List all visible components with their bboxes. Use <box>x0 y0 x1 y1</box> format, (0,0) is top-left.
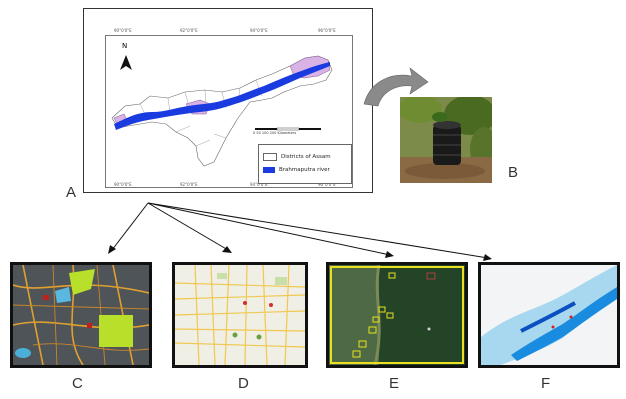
tick-top-2: 92°0'0"E <box>180 28 198 33</box>
arrows-a-to-panels <box>111 202 489 259</box>
label-e: E <box>389 375 400 392</box>
scale-label: 0 50 100 200 Kilometers <box>253 131 297 135</box>
panel-d <box>172 262 308 368</box>
label-d: D <box>238 375 249 392</box>
legend-swatch-river <box>263 167 275 173</box>
panel-e <box>326 262 468 368</box>
north-arrow-icon <box>120 55 132 70</box>
panel-e-map <box>329 265 465 365</box>
label-c: C <box>72 375 83 392</box>
panel-f <box>478 262 620 368</box>
legend-label-districts: Districts of Assam <box>281 154 331 160</box>
photo-b <box>400 97 492 183</box>
map-a-inner <box>105 35 353 188</box>
panel-f-map <box>481 265 617 365</box>
north-label: N <box>122 42 128 50</box>
arrowheads <box>108 245 492 261</box>
arrow-a-to-b <box>363 67 429 107</box>
map-legend: Districts of Assam Brahmaputra river <box>258 144 352 184</box>
panel-c-map <box>13 265 149 365</box>
legend-item-districts: Districts of Assam <box>263 153 331 161</box>
label-b: B <box>508 164 519 181</box>
photo-b-drawing <box>400 97 492 183</box>
tick-bottom-4: 96°0'0"E <box>318 182 336 187</box>
tick-bottom-2: 92°0'0"E <box>180 182 198 187</box>
tick-bottom-1: 90°0'0"E <box>114 182 132 187</box>
label-a: A <box>66 184 77 201</box>
brahmaputra-river <box>114 62 330 130</box>
legend-item-river: Brahmaputra river <box>263 167 330 173</box>
panel-d-map <box>175 265 305 365</box>
legend-swatch-districts <box>263 153 277 161</box>
panel-c <box>10 262 152 368</box>
tick-top-4: 96°0'0"E <box>318 28 336 33</box>
legend-label-river: Brahmaputra river <box>279 167 330 173</box>
tick-top-1: 90°0'0"E <box>114 28 132 33</box>
tick-top-3: 94°0'0"E <box>250 28 268 33</box>
label-f: F <box>541 375 551 392</box>
scale-bar <box>255 127 321 131</box>
tick-bottom-3: 94°0'0"E <box>250 182 268 187</box>
